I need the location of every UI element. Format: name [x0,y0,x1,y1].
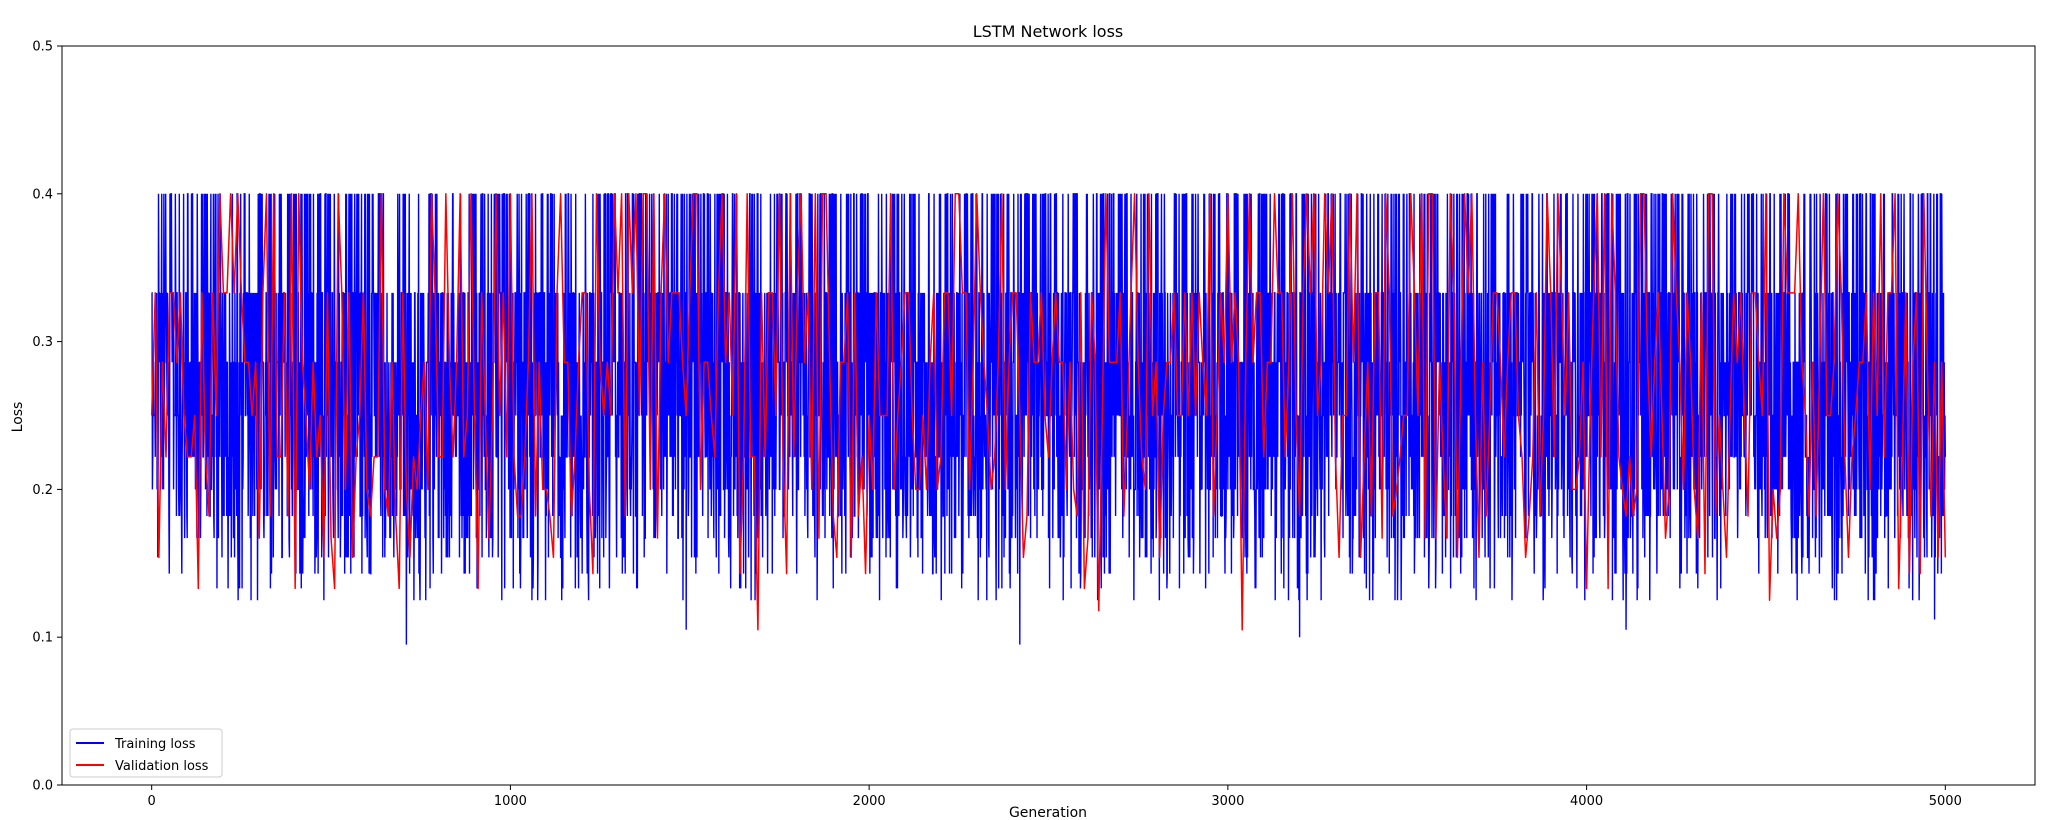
x-tick-label: 3000 [1211,794,1244,809]
x-tick-label: 2000 [853,794,886,809]
y-tick-label: 0.4 [32,187,53,202]
x-tick-label: 1000 [494,794,527,809]
plot-area [150,193,1947,645]
legend: Training loss Validation loss [69,728,223,778]
x-tick-label: 0 [148,794,156,809]
y-tick-label: 0.2 [32,483,53,498]
x-tick-label: 4000 [1570,794,1603,809]
axis-ticks: 0 1000 2000 3000 4000 5000 0.0 0.1 0.2 0.3 0.4 0.5 [32,40,1962,810]
x-tick-label: 5000 [1929,794,1962,809]
x-axis-label: Generation [1009,805,1087,820]
y-tick-label: 0.5 [32,40,53,55]
y-tick-label: 0.1 [32,631,53,646]
chart-title: LSTM Network loss [973,22,1124,41]
legend-frame [69,728,223,778]
axes-frame [61,45,2036,786]
series-validation-loss-line [150,193,1947,631]
y-tick-label: 0.0 [32,779,53,794]
y-axis-label: Loss [10,402,26,433]
legend-label-validation: Validation loss [115,759,209,774]
legend-label-training: Training loss [114,737,196,752]
y-tick-label: 0.3 [32,335,53,350]
